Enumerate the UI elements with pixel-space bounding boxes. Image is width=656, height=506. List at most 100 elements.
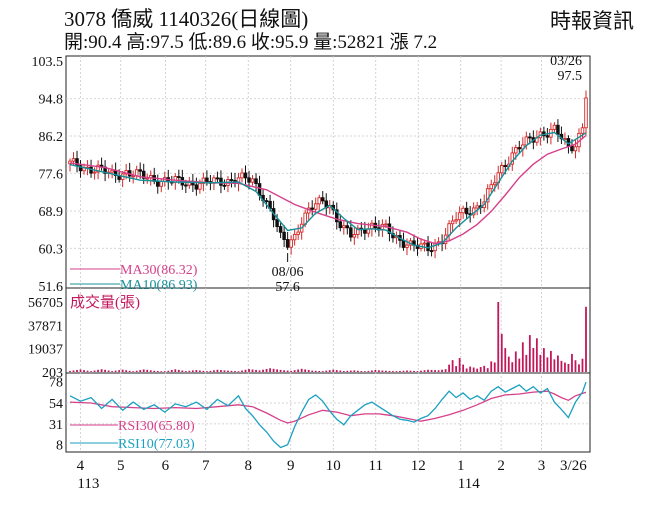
candle-body bbox=[454, 219, 458, 222]
rsi-axis-tick: 54 bbox=[49, 397, 63, 412]
candle-body bbox=[110, 169, 114, 173]
candle-body bbox=[422, 242, 427, 245]
rsi-axis-tick: 8 bbox=[56, 439, 63, 454]
candle-body bbox=[92, 171, 97, 174]
candle-body bbox=[552, 124, 557, 130]
rsi10-legend-label: RSI10(77.03) bbox=[118, 437, 195, 452]
candle-body bbox=[310, 207, 314, 210]
candle-body bbox=[159, 180, 164, 187]
candle-body bbox=[503, 165, 508, 167]
candle-body bbox=[243, 172, 248, 179]
candle-body bbox=[489, 184, 493, 190]
candle-body bbox=[370, 222, 374, 230]
candle-body bbox=[247, 177, 251, 183]
x-axis-year: 113 bbox=[77, 476, 99, 492]
candle-body bbox=[296, 231, 300, 235]
price-axis-tick: 86.2 bbox=[39, 130, 64, 145]
x-axis-tick: 8 bbox=[245, 458, 253, 474]
candle-body bbox=[349, 227, 353, 238]
candle-body bbox=[450, 220, 455, 225]
x-axis-tick: 11 bbox=[369, 458, 383, 474]
candle-body bbox=[356, 227, 360, 235]
candle-body bbox=[457, 212, 462, 221]
source-label: 時報資訊 bbox=[550, 9, 634, 33]
candle-body bbox=[194, 184, 199, 190]
candle-body bbox=[580, 127, 585, 134]
candle-body bbox=[563, 138, 567, 140]
ma30-line bbox=[69, 134, 587, 245]
candle-body bbox=[447, 223, 451, 236]
candle-body bbox=[570, 145, 574, 152]
x-axis-tick: 12 bbox=[411, 458, 426, 474]
candle-body bbox=[528, 136, 532, 139]
candle-body bbox=[141, 170, 146, 179]
candle-body bbox=[240, 172, 244, 179]
candle-body bbox=[96, 164, 100, 173]
ma10-line bbox=[69, 131, 587, 249]
candle-body bbox=[345, 225, 350, 229]
candle-body bbox=[461, 207, 465, 214]
candle-body bbox=[320, 197, 325, 202]
candle-body bbox=[335, 209, 339, 223]
candle-body bbox=[387, 223, 392, 234]
candle-body bbox=[156, 180, 160, 187]
candle-body bbox=[275, 219, 279, 228]
candle-body bbox=[250, 178, 255, 183]
price-axis-tick: 94.8 bbox=[39, 93, 64, 108]
low-price-label: 57.6 bbox=[275, 280, 300, 295]
candle-body bbox=[205, 177, 209, 183]
low-date-label: 08/06 bbox=[272, 265, 304, 280]
candle-body bbox=[464, 207, 469, 215]
candle-body bbox=[198, 182, 202, 190]
candle-body bbox=[292, 233, 297, 241]
high-date-label: 03/26 bbox=[550, 54, 582, 69]
ma10-legend-label: MA10(86.93) bbox=[120, 278, 198, 293]
x-axis-tick: 7 bbox=[202, 458, 210, 474]
candle-body bbox=[317, 197, 321, 205]
price-quote: 開:90.4 高:97.5 低:89.6 收:95.9 量:52821 漲 7.… bbox=[64, 32, 438, 53]
x-axis-tick: 9 bbox=[287, 458, 295, 474]
candle-body bbox=[177, 176, 181, 178]
candle-body bbox=[384, 223, 388, 226]
x-axis-tick: 1 bbox=[457, 458, 465, 474]
x-axis-tick: 2 bbox=[497, 458, 505, 474]
volume-axis-tick: 56705 bbox=[28, 296, 63, 311]
candle-body bbox=[219, 177, 223, 186]
price-axis-tick: 103.5 bbox=[32, 55, 64, 70]
x-axis-tick: 3/26 bbox=[560, 458, 587, 474]
rsi30-line bbox=[69, 390, 587, 424]
candle-body bbox=[313, 203, 318, 210]
candle-body bbox=[545, 135, 550, 138]
candle-body bbox=[352, 234, 357, 238]
x-axis-year: 114 bbox=[458, 476, 480, 492]
candle-body bbox=[184, 184, 188, 187]
candle-body bbox=[201, 177, 206, 184]
price-axis-tick: 51.6 bbox=[39, 280, 64, 295]
candle-body bbox=[342, 225, 346, 229]
candle-body bbox=[584, 97, 588, 129]
candle-body bbox=[517, 147, 522, 150]
candle-body bbox=[338, 221, 343, 229]
ma30-legend-label: MA30(86.32) bbox=[120, 263, 198, 278]
candle-body bbox=[514, 147, 518, 154]
candle-body bbox=[278, 226, 283, 233]
candle-body bbox=[131, 175, 135, 178]
rsi10-line bbox=[69, 381, 587, 449]
candle-body bbox=[524, 136, 529, 146]
chart-title: 3078 僑威 1140326(日線圖) bbox=[64, 7, 309, 31]
candle-body bbox=[254, 178, 258, 185]
x-axis-tick: 4 bbox=[77, 458, 85, 474]
candle-body bbox=[222, 184, 227, 187]
candle-body bbox=[573, 146, 578, 152]
chart-frame bbox=[65, 55, 591, 453]
x-axis-tick: 10 bbox=[326, 458, 341, 474]
candle-body bbox=[289, 239, 293, 248]
volume-label: 成交量(張) bbox=[70, 293, 140, 311]
candle-body bbox=[485, 188, 490, 203]
candle-body bbox=[500, 165, 504, 174]
candle-body bbox=[285, 239, 290, 248]
price-axis-tick: 60.3 bbox=[39, 242, 64, 257]
candle-body bbox=[492, 182, 497, 186]
high-price-label: 97.5 bbox=[558, 69, 583, 84]
